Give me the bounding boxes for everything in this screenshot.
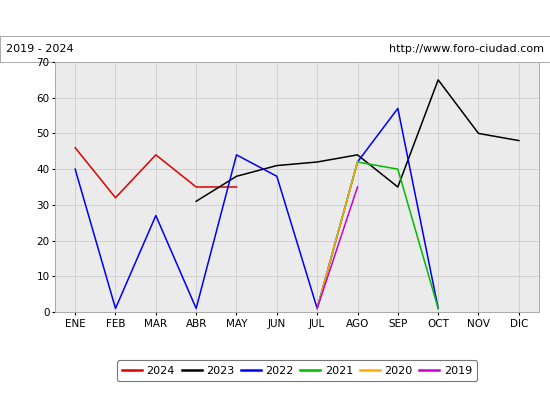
Text: 2019 - 2024: 2019 - 2024: [6, 44, 73, 54]
Text: http://www.foro-ciudad.com: http://www.foro-ciudad.com: [389, 44, 544, 54]
Text: Evolucion Nº Turistas Extranjeros en el municipio de Orcera: Evolucion Nº Turistas Extranjeros en el …: [51, 12, 499, 24]
Legend: 2024, 2023, 2022, 2021, 2020, 2019: 2024, 2023, 2022, 2021, 2020, 2019: [117, 360, 477, 382]
